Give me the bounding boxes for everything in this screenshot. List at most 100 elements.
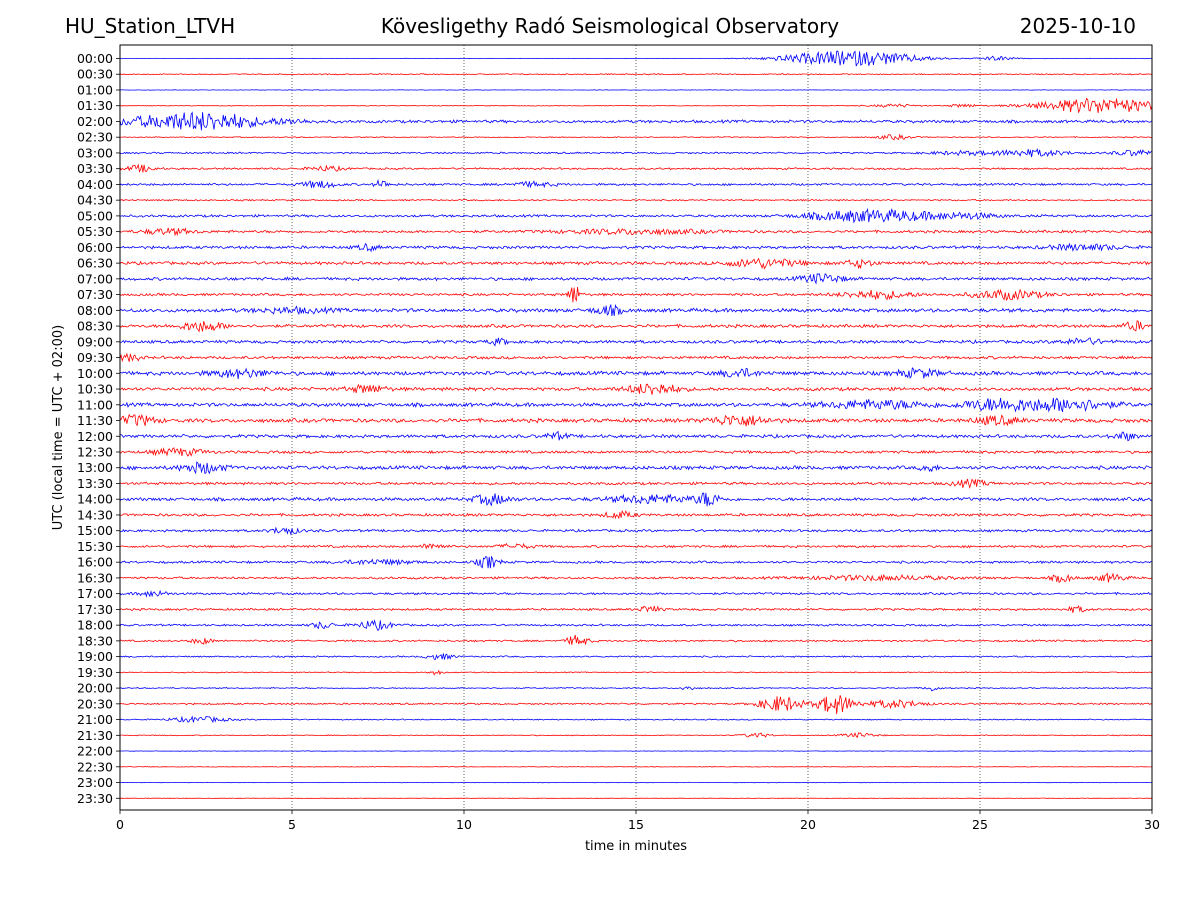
y-tick-label: 01:00 [77,82,113,97]
trace-1500 [120,526,1152,536]
y-tick-label: 12:30 [77,445,113,460]
y-tick-label: 19:00 [77,649,113,664]
trace-0430 [120,198,1152,202]
y-tick-label: 02:00 [77,114,113,129]
x-tick-label: 15 [628,817,644,832]
trace-1100 [120,397,1152,413]
x-tick-label: 5 [288,817,296,832]
y-tick-label: 02:30 [77,130,113,145]
trace-1700 [120,589,1152,598]
y-tick-label: 03:30 [77,161,113,176]
y-tick-label: 17:00 [77,586,113,601]
y-tick-label: 22:30 [77,759,113,774]
y-tick-label: 11:00 [77,397,113,412]
y-tick-label: 22:00 [77,744,113,759]
y-tick-label: 11:30 [77,413,113,428]
trace-1200 [120,430,1152,442]
y-tick-label: 10:00 [77,366,113,381]
y-tick-label: 16:30 [77,570,113,585]
trace-1400 [120,492,1152,507]
trace-2330 [120,797,1152,799]
y-tick-label: 07:00 [77,271,113,286]
x-tick-label: 0 [116,817,124,832]
y-tick-label: 06:30 [77,256,113,271]
trace-1300 [120,461,1152,475]
trace-0400 [120,178,1152,189]
y-tick-label: 16:00 [77,555,113,570]
y-tick-label: 18:00 [77,618,113,633]
trace-0530 [120,227,1152,237]
y-tick-label: 05:30 [77,224,113,239]
trace-1800 [120,619,1152,632]
y-tick-label: 15:30 [77,539,113,554]
trace-1630 [120,572,1152,583]
y-tick-label: 21:00 [77,712,113,727]
y-tick-label: 12:00 [77,429,113,444]
y-tick-label: 09:30 [77,350,113,365]
y-tick-label: 14:30 [77,507,113,522]
y-tick-label: 00:00 [77,51,113,66]
trace-2100 [120,715,1152,724]
trace-0800 [120,304,1152,317]
trace-0900 [120,337,1152,347]
trace-2030 [120,695,1152,715]
trace-0300 [120,148,1152,158]
trace-0000 [120,50,1152,67]
trace-2300 [120,781,1152,784]
trace-0500 [120,207,1152,224]
record-date: 2025-10-10 [1019,14,1136,38]
trace-0700 [120,273,1152,285]
trace-1030 [120,383,1152,395]
trace-1130 [120,413,1152,427]
y-tick-label: 15:00 [77,523,113,538]
trace-1330 [120,478,1152,490]
x-tick-label: 30 [1144,817,1160,832]
y-tick-label: 09:00 [77,334,113,349]
observatory-title: Kövesligethy Radó Seismological Observat… [380,14,840,38]
y-tick-label: 23:30 [77,791,113,806]
x-tick-label: 25 [972,817,988,832]
y-tick-label: 19:30 [77,665,113,680]
y-tick-label: 08:30 [77,319,113,334]
trace-0630 [120,257,1152,270]
trace-1830 [120,634,1152,646]
y-tick-label: 23:00 [77,775,113,790]
x-axis-label: time in minutes [585,839,687,854]
trace-0930 [120,352,1152,363]
y-tick-label: 01:30 [77,98,113,113]
trace-1230 [120,447,1152,457]
trace-1600 [120,555,1152,569]
trace-1930 [120,669,1152,676]
y-tick-label: 17:30 [77,602,113,617]
y-tick-label: 05:00 [77,208,113,223]
trace-1530 [120,542,1152,550]
trace-0130 [120,97,1152,114]
trace-0100 [120,89,1152,91]
trace-1000 [120,367,1152,380]
trace-0230 [120,133,1152,141]
trace-0730 [120,287,1152,303]
trace-2130 [120,731,1152,739]
trace-0200 [120,111,1152,131]
trace-1730 [120,604,1152,613]
trace-0830 [120,320,1152,333]
x-tick-label: 10 [456,817,472,832]
y-tick-label: 13:00 [77,460,113,475]
y-tick-label: 04:30 [77,193,113,208]
y-tick-label: 07:30 [77,287,113,302]
y-tick-label: 18:30 [77,633,113,648]
y-tick-label: 06:00 [77,240,113,255]
y-tick-label: 00:30 [77,67,113,82]
trace-1900 [120,653,1152,661]
trace-0600 [120,242,1152,253]
y-tick-label: 03:00 [77,145,113,160]
trace-2200 [120,750,1152,752]
trace-1430 [120,510,1152,520]
trace-2000 [120,686,1152,692]
y-tick-label: 08:00 [77,303,113,318]
y-axis-label: UTC (local time = UTC + 02:00) [51,325,66,530]
y-tick-label: 14:00 [77,492,113,507]
y-tick-label: 20:00 [77,681,113,696]
y-tick-label: 13:30 [77,476,113,491]
